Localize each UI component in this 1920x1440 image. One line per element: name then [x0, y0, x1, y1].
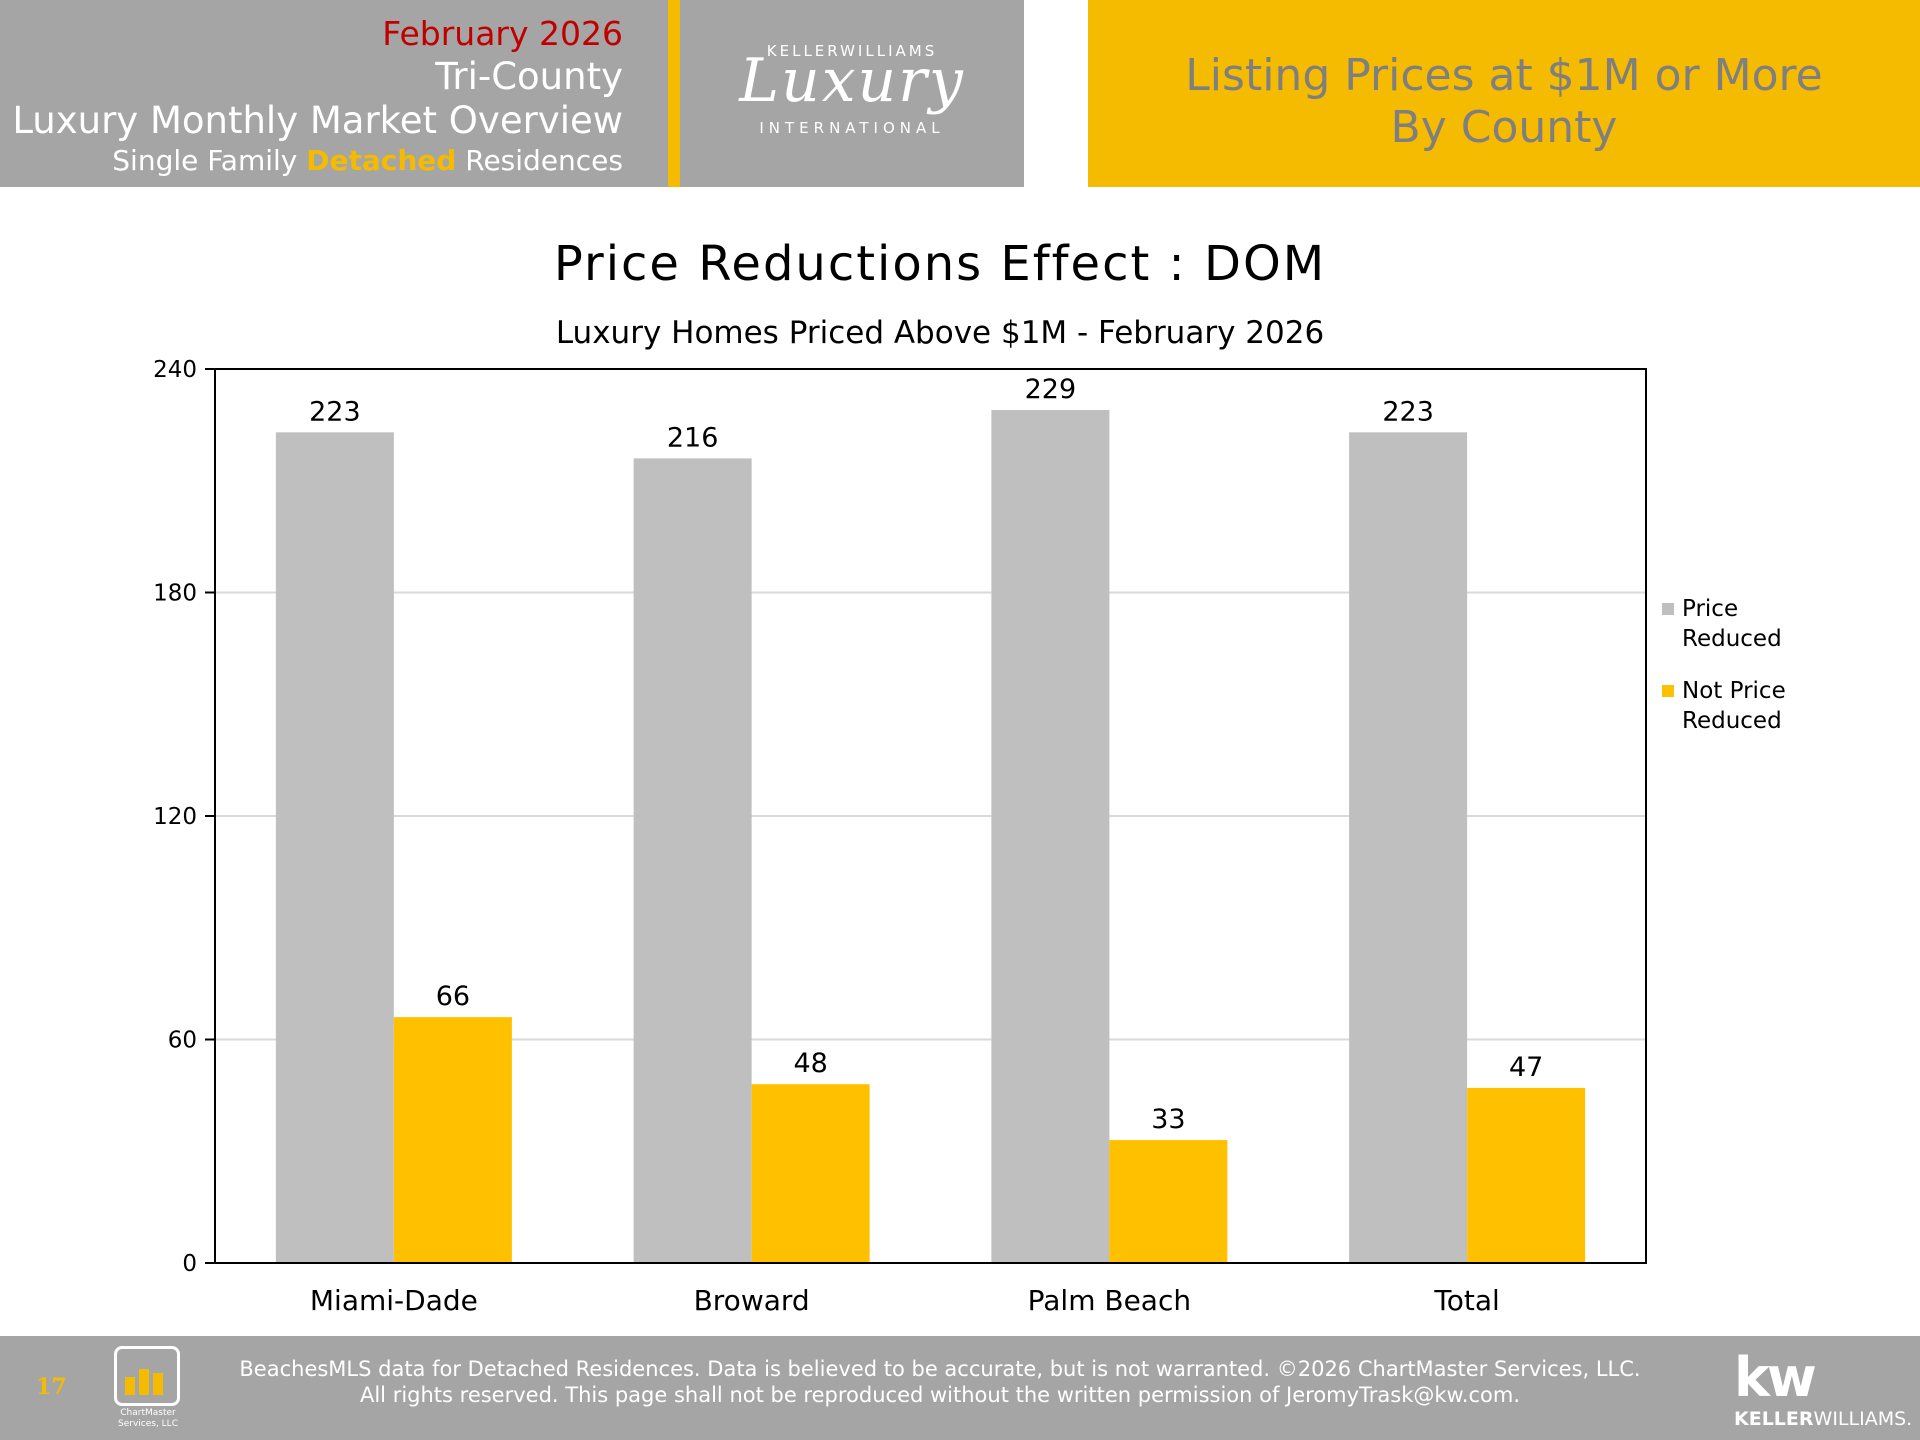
data-label: 66: [436, 981, 470, 1012]
logo-bottom-text: INTERNATIONAL: [759, 119, 945, 137]
kw-name: KELLERWILLIAMS.: [1734, 1408, 1912, 1430]
y-tick-label: 240: [153, 357, 197, 383]
data-label: 33: [1151, 1104, 1185, 1135]
plot-frame: [214, 368, 1647, 1264]
legend-label: Reduced: [1682, 708, 1782, 734]
header-right-panel: Listing Prices at $1M or More By County: [1088, 0, 1920, 187]
x-category-label: Miami-Dade: [310, 1284, 478, 1317]
subtitle-suffix: Residences: [465, 144, 623, 177]
kw-luxury-logo: KELLERWILLIAMS Luxury INTERNATIONAL: [680, 0, 1024, 187]
report-date: February 2026: [382, 14, 623, 53]
bars: [275, 409, 1586, 1264]
kw-name-rest: WILLIAMS.: [1813, 1408, 1913, 1430]
subtitle-prefix: Single Family: [112, 144, 298, 177]
kw-mark: kw: [1734, 1346, 1817, 1409]
legend-label: Reduced: [1682, 626, 1782, 652]
report-subtitle: Single Family Detached Residences: [112, 144, 623, 177]
chart-subtitle: Luxury Homes Priced Above $1M - February…: [555, 315, 1325, 351]
report-title: Luxury Monthly Market Overview: [12, 99, 623, 142]
logo-script-text: Luxury: [739, 46, 965, 116]
keller-williams-logo: kw KELLERWILLIAMS.: [1734, 1346, 1912, 1431]
chart-icon-bar: [125, 1377, 135, 1395]
x-category-label: Broward: [694, 1284, 810, 1317]
legend-swatch-gray: [1662, 603, 1674, 615]
x-category-label: Palm Beach: [1028, 1284, 1191, 1317]
disclaimer-line1: BeachesMLS data for Detached Residences.…: [239, 1357, 1641, 1381]
chart-icon-bar: [153, 1373, 163, 1395]
data-label: 229: [1025, 374, 1077, 405]
header-left-panel: February 2026 Tri-County Luxury Monthly …: [0, 0, 668, 187]
header-accent-stripe: [668, 0, 680, 187]
chartmaster-line2: Services, LLC: [118, 1419, 178, 1429]
bar-not-price-reduced: [393, 1017, 512, 1263]
legend-label: Not Price: [1682, 678, 1786, 704]
labels: 0 60 120 180 240 223 66 Miami-Dade 216 48 Broward 2…: [153, 357, 1543, 1317]
chartmaster-logo: ChartMaster Services, LLC: [110, 1346, 186, 1432]
data-label: 223: [309, 396, 361, 427]
data-label: 47: [1509, 1052, 1543, 1083]
chart-icon: [114, 1346, 180, 1406]
y-tick-label: 180: [153, 581, 197, 607]
y-tick-label: 60: [168, 1028, 197, 1054]
dom-bar-chart: 0 60 120 180 240 223 66 Miami-Dade 216 48 Broward 2…: [153, 357, 1647, 1317]
chartmaster-line1: ChartMaster: [120, 1408, 176, 1418]
logo-top-text: KELLERWILLIAMS: [766, 42, 938, 60]
bar-not-price-reduced: [1109, 1140, 1228, 1263]
bar-price-reduced: [991, 409, 1110, 1264]
subtitle-accent: Detached: [306, 144, 457, 177]
page-number: 17: [36, 1374, 67, 1400]
legend-label: Price: [1682, 596, 1739, 622]
x-category-label: Total: [1433, 1284, 1499, 1317]
chartmaster-name: ChartMaster Services, LLC: [106, 1408, 190, 1430]
chart-icon-bar: [139, 1369, 149, 1395]
legend-item-not-price-reduced: Not Price Reduced: [1662, 676, 1852, 736]
bar-price-reduced: [1349, 432, 1468, 1263]
section-title-line2: By County: [1390, 102, 1618, 153]
disclaimer: BeachesMLS data for Detached Residences.…: [200, 1356, 1680, 1408]
bar-not-price-reduced: [1467, 1087, 1586, 1263]
legend-item-price-reduced: Price Reduced: [1662, 594, 1852, 654]
bar-price-reduced: [633, 458, 752, 1263]
chart-title: Price Reductions Effect : DOM: [553, 236, 1327, 292]
chart-legend: Price Reduced Not Price Reduced: [1662, 594, 1852, 758]
kw-name-bold: KELLER: [1734, 1408, 1814, 1430]
bar-not-price-reduced: [751, 1084, 870, 1263]
data-label: 216: [667, 422, 719, 453]
data-label: 223: [1382, 396, 1434, 427]
y-tick-label: 0: [182, 1251, 197, 1277]
data-label: 48: [793, 1048, 827, 1079]
bar-price-reduced: [275, 432, 394, 1263]
y-tick-label: 120: [153, 804, 197, 830]
disclaimer-line2: All rights reserved. This page shall not…: [359, 1383, 1521, 1407]
report-region: Tri-County: [435, 55, 623, 98]
section-title-line1: Listing Prices at $1M or More: [1185, 50, 1823, 101]
footer: 17 ChartMaster Services, LLC BeachesMLS …: [0, 1336, 1920, 1440]
legend-swatch-yellow: [1662, 685, 1674, 697]
